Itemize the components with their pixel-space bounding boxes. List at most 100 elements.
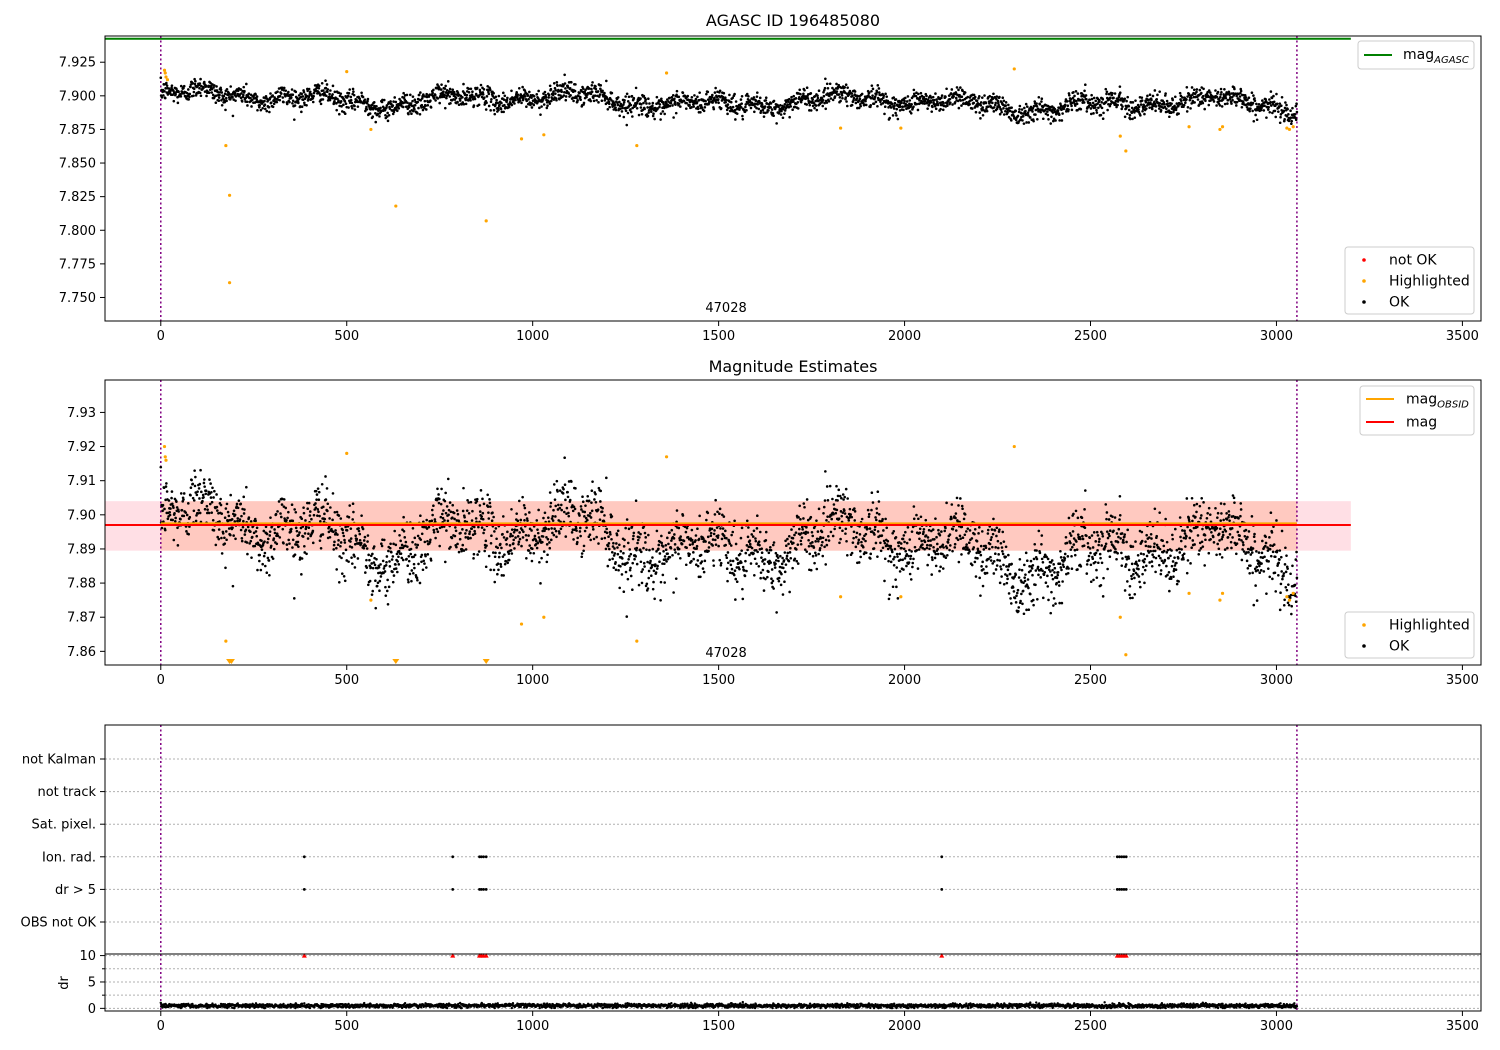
y-tick-label: 7.825 [59,190,96,205]
ok-point [667,100,670,103]
ok-point [1215,95,1219,99]
ok-point [815,519,818,522]
ok-point [310,517,313,521]
ok-point [829,530,833,534]
ok-point [338,555,341,558]
ok-point [255,534,259,538]
ok-point [889,106,893,109]
ok-point [651,104,654,108]
ok-point [820,530,824,534]
ok-point [277,500,281,503]
ok-point [940,96,943,100]
ok-point [858,97,862,101]
ok-point [204,489,208,493]
ok-point [1027,121,1031,124]
ok-point [1268,98,1271,101]
ok-point [526,519,529,522]
ok-point [312,94,315,98]
ok-point [1251,101,1255,105]
ok-point [815,537,819,541]
ok-point [1291,106,1294,110]
ok-point [256,108,259,112]
ok-point [674,111,678,115]
ok-point [537,536,541,539]
ok-point [716,536,720,539]
ok-point [664,548,668,551]
ok-point [562,94,566,97]
ok-point [385,104,389,107]
ok-point [867,91,871,94]
ok-point [671,553,674,557]
ok-point [821,554,825,558]
ok-point [827,535,830,538]
ok-point [442,95,446,99]
ok-point [839,99,842,103]
ok-point [284,89,288,92]
ok-point [434,99,437,102]
ok-point [281,96,285,99]
ok-point [752,552,755,555]
ok-point [1271,111,1274,115]
ok-point [1238,98,1241,101]
ok-point [410,112,413,116]
ok-point [337,514,341,517]
ok-point [782,566,785,570]
ok-point [394,100,398,104]
ok-point [401,558,405,562]
ok-point [597,486,601,490]
ok-point [412,555,415,559]
ok-point [756,102,759,106]
ok-point [1250,91,1254,95]
ok-point [1209,99,1212,102]
ok-point [182,498,185,501]
ok-point [350,546,354,549]
ok-point [472,557,475,560]
ok-point [622,103,625,106]
ok-point [356,105,360,108]
ok-point [851,94,854,98]
ok-point [1275,92,1278,96]
ok-point [486,505,490,508]
ok-point [1198,88,1202,92]
ok-point [326,90,329,94]
ok-point [761,568,765,572]
ok-point [434,536,437,540]
ok-point [354,534,357,538]
legend-label: not OK [1389,253,1437,269]
ok-point [1033,100,1037,103]
ok-point [1289,116,1293,119]
ok-point [731,530,735,534]
ok-point [343,112,347,115]
ok-point [763,562,766,566]
ok-point [1269,90,1273,93]
highlighted-points [162,67,1295,285]
ok-point [726,106,730,110]
ok-point [718,89,722,93]
ok-point [733,569,737,573]
ok-point [697,537,701,541]
ok-point [452,511,456,515]
ok-point [505,543,508,546]
ok-point [1066,104,1070,107]
ok-point [823,545,826,549]
ok-point [618,586,621,590]
ok-point [326,509,329,513]
ok-point [774,562,777,566]
ok-point [518,531,521,534]
ok-point [464,548,468,551]
ok-point [711,93,714,97]
ok-point [423,99,427,103]
ok-point [219,497,222,501]
ok-point [364,571,367,574]
ok-point [447,513,450,517]
ok-point [396,570,399,574]
ok-point [797,516,800,519]
ok-point [893,104,896,108]
ok-point [322,505,325,509]
ok-point [805,550,809,553]
ok-point [712,559,715,562]
ok-point [508,544,512,547]
highlighted-point [224,143,228,148]
ok-point [397,555,400,559]
ok-point [876,104,879,108]
